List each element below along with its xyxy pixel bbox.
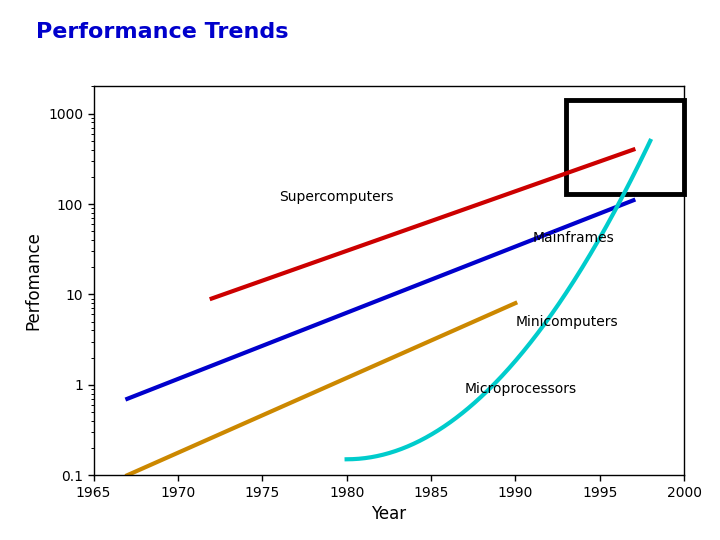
Text: Minicomputers: Minicomputers — [516, 315, 618, 329]
Text: Mainframes: Mainframes — [532, 231, 614, 245]
X-axis label: Year: Year — [372, 505, 406, 523]
Y-axis label: Perfomance: Perfomance — [24, 231, 42, 330]
Bar — [566, 100, 684, 194]
Text: Performance Trends: Performance Trends — [36, 22, 289, 42]
Text: Supercomputers: Supercomputers — [279, 190, 394, 204]
Text: Microprocessors: Microprocessors — [464, 382, 577, 396]
